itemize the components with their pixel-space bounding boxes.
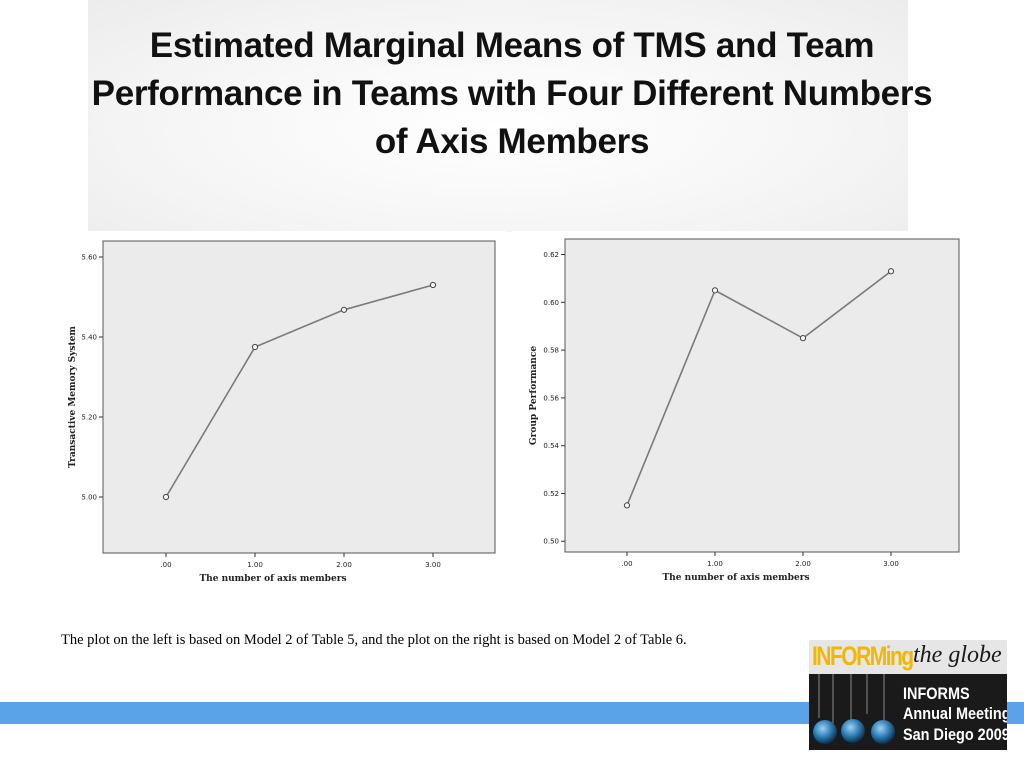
left-chart-panel: 5.00 5.20 5.40 5.60 .00 1.00 2.00 3.00 The numbe… xyxy=(50,231,506,597)
x-tick-label: 1.00 xyxy=(707,560,723,568)
x-tick-label: 2.00 xyxy=(795,560,811,568)
data-point xyxy=(162,493,170,501)
logo-annual-meeting-text: Annual Meeting xyxy=(903,704,1007,723)
y-tick-label: 0.56 xyxy=(543,394,559,402)
logo-globe-text: the globe xyxy=(913,642,1002,668)
y-tick-label: 0.50 xyxy=(543,538,559,546)
globe-icon xyxy=(871,720,895,744)
y-tick-label: 5.20 xyxy=(81,414,97,422)
y-tick-label: 0.60 xyxy=(543,299,559,307)
data-point xyxy=(887,268,895,275)
logo-location-text: San Diego 2009 xyxy=(903,725,1007,744)
x-tick-label: 3.00 xyxy=(425,561,441,569)
y-axis-label: Transactive Memory System xyxy=(68,326,78,468)
data-point xyxy=(429,281,437,289)
series-line xyxy=(626,270,892,506)
x-axis-label: The number of axis members xyxy=(662,573,809,583)
data-point xyxy=(623,502,631,509)
y-tick-label: 5.00 xyxy=(81,494,97,502)
series-line xyxy=(165,284,434,498)
logo-informs-text: INFORMS xyxy=(903,684,970,703)
data-point xyxy=(711,287,719,294)
y-axis-label: Group Performance xyxy=(529,346,539,445)
data-point xyxy=(799,335,807,342)
globe-icon xyxy=(813,720,837,744)
footer-bar xyxy=(0,702,1024,724)
y-tick-label: 0.52 xyxy=(543,490,559,498)
x-tick-label: .00 xyxy=(160,561,171,569)
y-tick-label: 0.58 xyxy=(543,347,559,355)
y-tick-label: 0.62 xyxy=(543,251,559,259)
informs-meeting-logo: INFORMing the globe INFORMS Annual Meeti… xyxy=(809,640,1007,750)
logo-banner xyxy=(809,640,1007,674)
title-background xyxy=(88,0,908,232)
x-axis-label: The number of axis members xyxy=(199,574,346,584)
y-tick-label: 0.54 xyxy=(543,442,559,450)
x-tick-label: .00 xyxy=(621,560,632,568)
y-tick-label: 5.60 xyxy=(81,254,97,262)
plot-area xyxy=(102,240,496,554)
group-performance-line-chart: 0.50 0.52 0.54 0.56 0.58 0.60 0.62 .00 1.00 2.00 3… xyxy=(529,238,960,583)
logo-informing-text: INFORMing xyxy=(812,641,914,671)
plot-area xyxy=(564,238,960,553)
tms-line-chart: 5.00 5.20 5.40 5.60 .00 1.00 2.00 3.00 The numbe… xyxy=(68,240,496,584)
data-point xyxy=(340,306,348,313)
data-point xyxy=(251,343,259,351)
x-tick-label: 3.00 xyxy=(883,560,899,568)
x-tick-label: 1.00 xyxy=(247,561,263,569)
globe-icon xyxy=(841,719,865,743)
right-chart-panel: 0.50 0.52 0.54 0.56 0.58 0.60 0.62 .00 1.00 2.00 3… xyxy=(512,231,970,597)
slide-caption: The plot on the left is based on Model 2… xyxy=(61,632,687,648)
globe-icons xyxy=(813,674,895,744)
slide-title: Estimated Marginal Means of TMS and Team… xyxy=(91,26,933,161)
y-tick-label: 5.40 xyxy=(81,334,97,342)
x-tick-label: 2.00 xyxy=(336,561,352,569)
